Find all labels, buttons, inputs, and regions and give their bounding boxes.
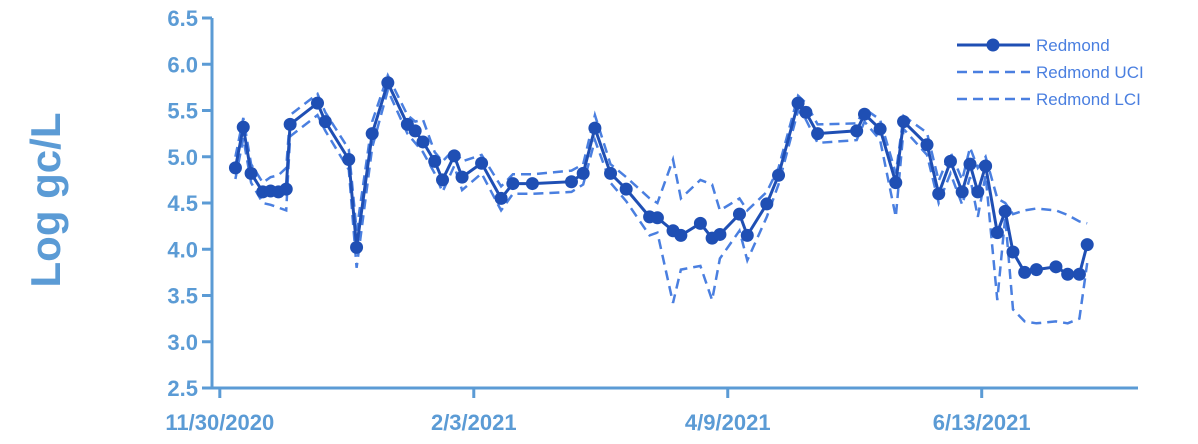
data-point [428, 154, 442, 168]
x-axis-ticks: 11/30/2020 2/3/2021 4/9/2021 6/13/2021 [165, 388, 1031, 435]
legend-label: Redmond [1036, 36, 1110, 55]
y-tick-label: 6.5 [167, 6, 198, 31]
y-tick-label: 3.5 [167, 284, 198, 309]
legend-marker [986, 38, 1000, 52]
legend-label: Redmond LCI [1036, 90, 1141, 109]
data-point [475, 156, 489, 170]
data-point [494, 191, 508, 205]
data-point [604, 166, 618, 180]
data-point [1061, 267, 1075, 281]
data-point [506, 177, 520, 191]
data-point [525, 177, 539, 191]
x-tick-label: 6/13/2021 [933, 410, 1031, 435]
data-point [772, 168, 786, 182]
y-tick-label: 4.5 [167, 191, 198, 216]
data-point [1029, 263, 1043, 277]
data-point [228, 161, 242, 175]
data-point [955, 185, 969, 199]
data-point [244, 166, 258, 180]
data-point [1006, 245, 1020, 259]
y-tick-label: 5.5 [167, 99, 198, 124]
data-point [713, 227, 727, 241]
data-point [650, 211, 664, 225]
data-point [990, 226, 1004, 240]
data-point [436, 173, 450, 187]
data-point [998, 204, 1012, 218]
data-point [279, 182, 293, 196]
data-point [932, 187, 946, 201]
y-axis-ticks: 2.5 3.0 3.5 4.0 4.5 5.0 5.5 6.0 6.5 [167, 6, 212, 401]
data-point [455, 170, 469, 184]
data-point [408, 124, 422, 138]
data-point [236, 120, 250, 134]
y-tick-label: 4.0 [167, 237, 198, 262]
data-point [963, 157, 977, 171]
legend-label: Redmond UCI [1036, 63, 1144, 82]
data-point [740, 228, 754, 242]
data-point [588, 121, 602, 135]
y-tick-label: 3.0 [167, 330, 198, 355]
data-point [1080, 238, 1094, 252]
data-point [791, 96, 805, 110]
data-point [897, 115, 911, 129]
x-tick-label: 4/9/2021 [685, 410, 771, 435]
data-point [732, 207, 746, 221]
x-tick-label: 2/3/2021 [431, 410, 517, 435]
data-point [619, 182, 633, 196]
data-point [342, 153, 356, 167]
y-tick-label: 6.0 [167, 52, 198, 77]
y-tick-label: 2.5 [167, 376, 198, 401]
data-point [1049, 260, 1063, 274]
data-point [799, 105, 813, 119]
x-tick-label: 11/30/2020 [165, 410, 274, 435]
data-point [1072, 267, 1086, 281]
data-point [760, 197, 774, 211]
y-axis-label: Log gc/L [22, 113, 69, 288]
data-point [979, 159, 993, 173]
data-point [943, 154, 957, 168]
data-point [564, 175, 578, 189]
data-point [416, 135, 430, 149]
data-point [674, 228, 688, 242]
data-point [447, 149, 461, 163]
data-point [971, 185, 985, 199]
data-point [310, 96, 324, 110]
data-point [576, 166, 590, 180]
data-point [811, 127, 825, 141]
data-point [350, 240, 364, 254]
series-layer [228, 72, 1094, 325]
data-point [318, 115, 332, 129]
data-point [920, 138, 934, 152]
data-point [365, 127, 379, 141]
data-point [283, 117, 297, 131]
data-point [873, 122, 887, 136]
data-point [850, 124, 864, 138]
data-point [381, 76, 395, 90]
data-point [1018, 265, 1032, 279]
data-point [889, 176, 903, 190]
data-point [693, 216, 707, 230]
y-tick-label: 5.0 [167, 145, 198, 170]
legend: Redmond Redmond UCI Redmond LCI [957, 36, 1144, 109]
data-point [857, 107, 871, 121]
